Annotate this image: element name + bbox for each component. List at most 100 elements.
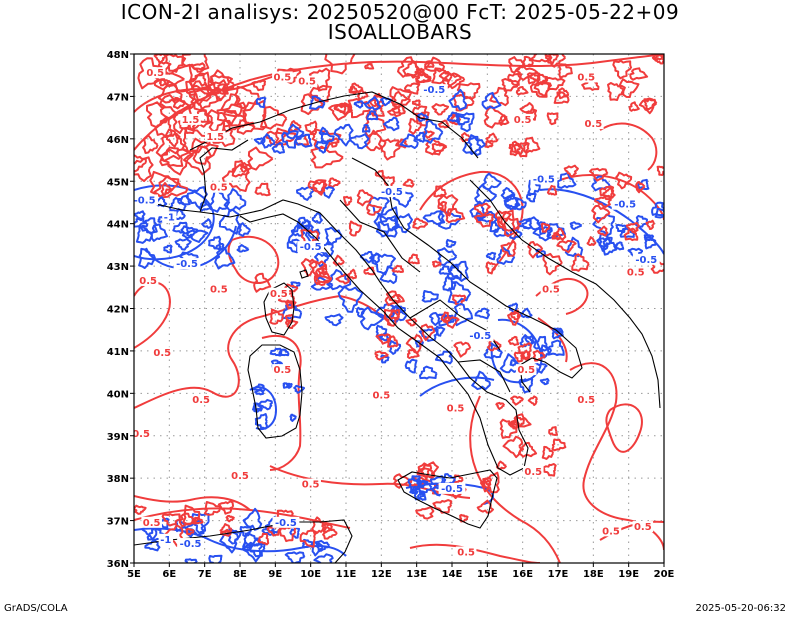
positive-isoallobar xyxy=(548,426,558,436)
negative-isoallobar xyxy=(415,131,426,143)
positive-isoallobar xyxy=(134,495,251,511)
negative-isoallobar xyxy=(278,348,290,357)
negative-isoallobar xyxy=(615,223,628,233)
positive-isoallobar xyxy=(497,209,516,232)
positive-isoallobar xyxy=(485,261,498,275)
negative-isoallobar xyxy=(421,290,439,303)
positive-isoallobar xyxy=(510,413,532,429)
positive-isoallobar xyxy=(485,132,499,143)
positive-isoallobar xyxy=(599,520,664,541)
map-title: ICON-2I analisys: 20250520@00 FcT: 2025-… xyxy=(120,0,680,24)
negative-isoallobar xyxy=(399,133,419,149)
negative-isoallobar xyxy=(635,215,648,229)
positive-isoallobar xyxy=(438,71,463,89)
contour-label: 0.5 xyxy=(542,285,560,296)
negative-isoallobar xyxy=(324,313,344,327)
positive-isoallobar xyxy=(437,119,450,129)
positive-isoallobar xyxy=(415,506,435,520)
positive-isoallobar xyxy=(563,164,579,178)
positive-isoallobar xyxy=(227,235,280,284)
positive-isoallobar xyxy=(153,175,189,199)
positive-isoallobar xyxy=(508,143,523,154)
contour-label-bg xyxy=(272,364,293,376)
positive-isoallobar xyxy=(551,438,567,452)
negative-isoallobar xyxy=(442,275,457,292)
contour-label: 0.5 xyxy=(139,276,157,287)
contour-label: 0.5 xyxy=(447,403,465,414)
positive-isoallobar xyxy=(483,105,508,129)
negative-isoallobar xyxy=(177,194,191,206)
positive-isoallobar xyxy=(402,60,420,79)
positive-isoallobar xyxy=(460,132,472,143)
contour-label-bg xyxy=(466,330,494,342)
positive-isoallobar xyxy=(507,420,520,430)
contour-label-bg xyxy=(151,347,173,359)
contour-label: 0.5 xyxy=(270,289,288,300)
italy-adriatic-coast xyxy=(351,157,583,393)
negative-isoallobar xyxy=(392,191,414,208)
contour-label: 0.5 xyxy=(274,72,292,83)
positive-isoallobar xyxy=(407,253,420,265)
contour-label-bg xyxy=(371,389,392,401)
positive-isoallobar xyxy=(510,395,524,406)
positive-isoallobar xyxy=(183,145,212,176)
negative-isoallobar xyxy=(281,303,303,320)
positive-isoallobar xyxy=(285,299,297,309)
positive-isoallobar xyxy=(507,73,523,86)
contour-label-bg xyxy=(134,194,158,206)
positive-isoallobar xyxy=(440,311,451,322)
negative-isoallobar xyxy=(138,247,157,269)
negative-isoallobar xyxy=(446,111,460,123)
positive-isoallobar xyxy=(548,54,567,68)
negative-isoallobar xyxy=(348,133,370,150)
negative-isoallobar xyxy=(509,359,519,367)
lon-tick-label: 7E xyxy=(198,569,212,580)
negative-isoallobar xyxy=(411,475,421,482)
positive-isoallobar xyxy=(527,395,538,406)
inland-border-2 xyxy=(339,199,421,273)
positive-isoallobar xyxy=(160,182,173,196)
positive-isoallobar xyxy=(332,254,345,266)
positive-isoallobar xyxy=(432,499,453,514)
contour-label-bg xyxy=(540,283,562,295)
contour-label: -0.5 xyxy=(635,255,657,266)
negative-isoallobar xyxy=(324,226,343,246)
negative-isoallobar xyxy=(474,183,498,205)
footer-credit: GrADS/COLA xyxy=(4,603,68,614)
negative-isoallobar xyxy=(493,226,510,238)
lat-tick-label: 46N xyxy=(107,135,129,146)
negative-isoallobar xyxy=(315,539,331,552)
negative-isoallobar xyxy=(360,306,385,331)
positive-isoallobar xyxy=(233,85,260,110)
lon-tick-label: 5E xyxy=(127,569,141,580)
positive-isoallobar xyxy=(521,55,534,67)
contour-label-bg xyxy=(530,173,558,185)
contour-label: 0.5 xyxy=(153,348,171,359)
negative-isoallobar xyxy=(172,221,190,235)
positive-isoallobar xyxy=(405,334,423,355)
negative-isoallobar xyxy=(598,232,613,248)
negative-isoallobar xyxy=(500,187,516,200)
negative-isoallobar xyxy=(359,251,374,264)
negative-isoallobar xyxy=(546,339,565,357)
negative-isoallobar xyxy=(353,100,365,109)
negative-isoallobar xyxy=(468,136,486,154)
positive-isoallobar xyxy=(656,165,664,176)
lon-tick-label: 11E xyxy=(336,569,357,580)
negative-isoallobar xyxy=(592,213,615,237)
positive-isoallobar xyxy=(153,54,167,64)
negative-isoallobar xyxy=(201,218,213,229)
latitude-axis: 36N 37N 38N 39N 40N 41N 42N 43N 44N 45N 46N 47N 48N xyxy=(107,50,134,570)
negative-isoallobar xyxy=(462,134,482,156)
contour-label: 0.5 xyxy=(146,68,164,79)
positive-isoallobar xyxy=(553,227,567,241)
contour-label-bg xyxy=(173,258,201,270)
negative-isoallobar xyxy=(284,551,306,563)
positive-isoallobar xyxy=(513,351,525,363)
negative-isoallobar xyxy=(489,221,500,233)
positive-isoallobar xyxy=(431,67,453,85)
contour-label: -1 xyxy=(164,212,175,223)
contour-label-bg xyxy=(300,478,321,490)
contour-label-bg xyxy=(162,211,177,223)
negative-isoallobar xyxy=(311,211,323,224)
